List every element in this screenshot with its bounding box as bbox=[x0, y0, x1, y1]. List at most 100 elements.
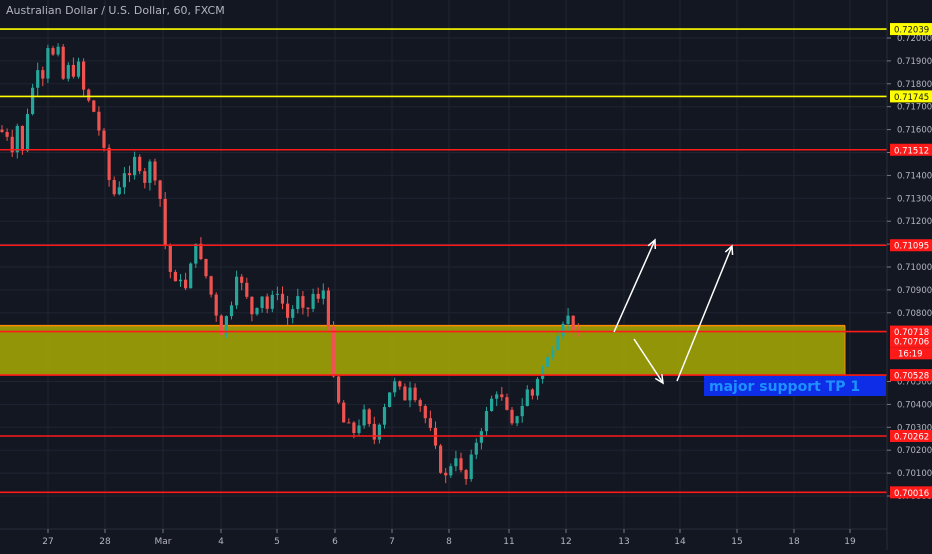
candle-body bbox=[561, 323, 565, 337]
candle-body bbox=[0, 129, 4, 132]
time-tick-label: 27 bbox=[42, 537, 53, 547]
candle-body bbox=[153, 161, 157, 181]
current-price-tag bbox=[890, 335, 932, 348]
price-tick-label: 0.71200 bbox=[897, 217, 932, 227]
candle-body bbox=[439, 445, 443, 473]
candle-body bbox=[306, 307, 310, 309]
candle-body bbox=[352, 422, 356, 434]
candle-body bbox=[184, 279, 188, 289]
time-tick-label: 7 bbox=[389, 537, 395, 547]
candle-body bbox=[107, 147, 111, 181]
candle-body bbox=[25, 114, 30, 151]
price-tick-label: 0.71800 bbox=[897, 80, 932, 90]
candle-body bbox=[444, 472, 448, 476]
candle-body bbox=[556, 336, 560, 351]
candle-body bbox=[102, 130, 106, 148]
candle-body bbox=[393, 381, 397, 393]
annotation-box bbox=[704, 376, 886, 396]
level-price-tag bbox=[890, 325, 932, 338]
candle-body bbox=[31, 87, 35, 115]
candle-body bbox=[260, 296, 264, 308]
candle-body bbox=[10, 136, 14, 153]
candle-body bbox=[148, 161, 152, 183]
candle-body bbox=[316, 293, 320, 299]
candle-body bbox=[87, 89, 91, 101]
candle-body bbox=[546, 356, 550, 368]
candle-body bbox=[36, 70, 40, 88]
candle-body bbox=[337, 376, 341, 403]
candle-body bbox=[495, 394, 499, 399]
candle-body bbox=[464, 470, 468, 480]
price-tick-label: 0.71900 bbox=[897, 57, 932, 67]
support-zone bbox=[0, 325, 845, 376]
candle-body bbox=[510, 409, 514, 424]
candle-body bbox=[357, 425, 361, 434]
candle-body bbox=[484, 411, 489, 432]
arrow-head bbox=[654, 373, 664, 385]
candle-body bbox=[576, 329, 580, 331]
candle-body bbox=[490, 398, 494, 412]
candle-body bbox=[255, 307, 259, 315]
time-tick-label: 8 bbox=[446, 537, 452, 547]
candle-body bbox=[571, 315, 575, 330]
time-tick-label: 19 bbox=[844, 537, 856, 547]
level-price-tag bbox=[890, 486, 932, 499]
time-tick-label: 12 bbox=[560, 537, 571, 547]
arrow-line bbox=[633, 338, 664, 384]
candle-body bbox=[525, 389, 529, 406]
level-price-tag bbox=[890, 239, 932, 252]
candle-body bbox=[566, 315, 570, 324]
candle-body bbox=[479, 431, 483, 443]
chart-title: Australian Dollar / U.S. Dollar, 60, FXC… bbox=[6, 4, 225, 17]
time-tick-label: 13 bbox=[618, 537, 629, 547]
candle-body bbox=[20, 125, 24, 151]
candle-body bbox=[204, 259, 208, 277]
price-tick-label: 0.71600 bbox=[897, 126, 932, 136]
annotation-text: major support TP 1 bbox=[709, 379, 860, 395]
candle-body bbox=[469, 454, 473, 480]
candle-body bbox=[173, 271, 177, 282]
candle-body bbox=[235, 276, 239, 306]
candle-body bbox=[454, 458, 458, 467]
arrow-line bbox=[613, 239, 656, 333]
candle-body bbox=[449, 466, 453, 476]
candle-body bbox=[245, 282, 249, 297]
candle-body bbox=[280, 293, 285, 304]
arrow-head bbox=[647, 238, 657, 250]
time-tick-label: 28 bbox=[99, 537, 111, 547]
level-price-tag-label: 0.70718 bbox=[894, 328, 929, 338]
level-price-tag-label: 0.70016 bbox=[894, 489, 929, 499]
candle-body bbox=[127, 173, 132, 176]
countdown-label: 16:19 bbox=[898, 349, 923, 359]
candle-body bbox=[229, 305, 234, 317]
candle-body bbox=[168, 244, 172, 272]
candle-body bbox=[535, 378, 540, 396]
candle-body bbox=[500, 394, 504, 398]
arrow-head bbox=[724, 244, 734, 256]
candle-body bbox=[194, 243, 198, 264]
candle-body bbox=[418, 400, 422, 406]
candle-body bbox=[163, 198, 167, 245]
candle-body bbox=[362, 409, 366, 426]
candle-body bbox=[275, 293, 279, 295]
candle-body bbox=[76, 61, 81, 77]
candle-body bbox=[530, 389, 534, 396]
candle-body bbox=[224, 316, 228, 335]
candle-body bbox=[311, 293, 315, 309]
level-price-tag bbox=[890, 430, 932, 443]
candle-body bbox=[347, 422, 351, 424]
candle-body bbox=[413, 387, 417, 401]
countdown-tag bbox=[890, 347, 932, 360]
candle-body bbox=[286, 303, 290, 318]
price-tick-label: 0.70400 bbox=[897, 400, 932, 410]
candle-body bbox=[428, 418, 432, 428]
candle-body bbox=[505, 397, 509, 410]
candle-body bbox=[46, 48, 50, 79]
price-tick-label: 0.70900 bbox=[897, 286, 932, 296]
candle-body bbox=[41, 70, 45, 79]
candle-body bbox=[250, 296, 254, 315]
candle-body bbox=[66, 64, 70, 79]
candle-body bbox=[97, 111, 101, 131]
